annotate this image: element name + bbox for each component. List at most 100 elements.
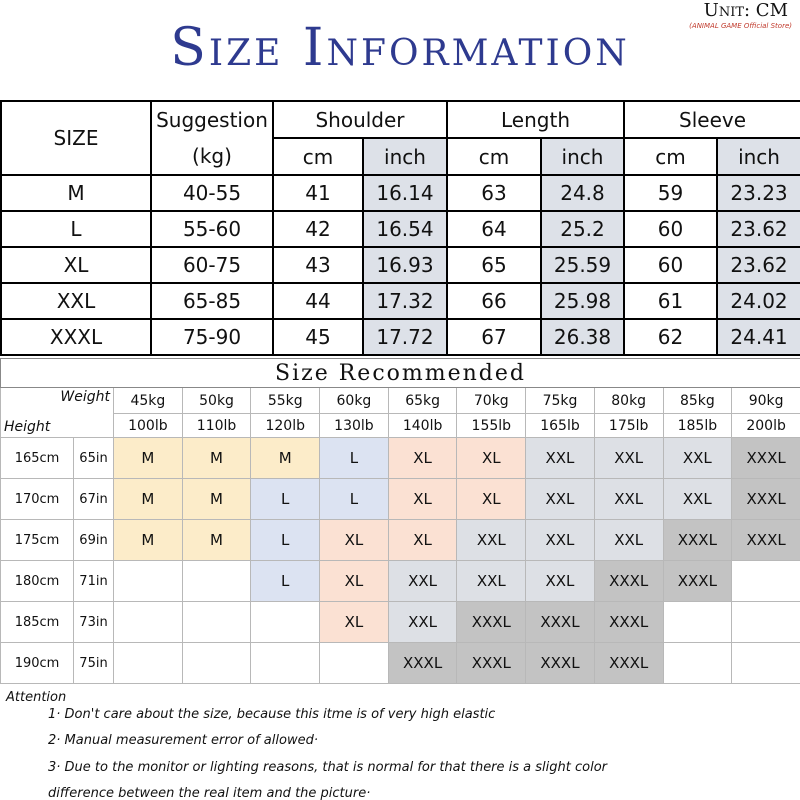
size-cell: 60-75 xyxy=(150,246,274,284)
size-cell: L xyxy=(319,437,389,479)
height-in: 69in xyxy=(73,519,114,561)
height-label: Height xyxy=(4,419,51,435)
size-cell: XXL xyxy=(593,437,664,479)
attention-note: 3· Due to the monitor or lighting reason… xyxy=(48,760,608,800)
group-header: Shoulder xyxy=(272,100,448,139)
size-cell: XXXL xyxy=(662,560,733,602)
weight-lb: 120lb xyxy=(250,413,321,438)
size-cell: XL xyxy=(0,246,152,284)
size-cell: XXL xyxy=(0,282,152,320)
weight-lb-row: 100lb 110lb 120lb 130lb 140lb 155lb 165lb 175lb… xyxy=(1,413,800,438)
size-cell: L xyxy=(250,478,321,520)
weight-lb: 110lb xyxy=(181,413,252,438)
size-cell: XXL xyxy=(456,519,527,561)
height-cm: 185cm xyxy=(0,601,74,643)
empty-cell xyxy=(113,601,183,643)
size-cell: 24.41 xyxy=(716,318,800,356)
unit-header: cm xyxy=(623,137,719,176)
store-name: (ANIMAL GAME Official Store) xyxy=(689,22,792,30)
size-cell: XXXL xyxy=(593,642,664,684)
size-cell: 17.32 xyxy=(362,282,448,320)
size-cell: 41 xyxy=(272,174,364,212)
height-in: 67in xyxy=(73,478,114,520)
weight-kg: 60kg xyxy=(319,387,389,414)
height-row: 180cm 71in L XL XXL XXL XXL XXXL XXXL xyxy=(0,560,800,602)
height-cm: 175cm xyxy=(0,519,74,561)
attention-title: Attention xyxy=(6,690,67,705)
attention-note: 1· Don't care about the size, because th… xyxy=(48,707,496,722)
size-cell: XXXL xyxy=(731,519,800,561)
size-cell: 75-90 xyxy=(150,318,274,356)
size-cell: L xyxy=(250,560,321,602)
size-cell: XXXL xyxy=(387,642,458,684)
size-cell: 16.14 xyxy=(362,174,448,212)
size-cell: 63 xyxy=(446,174,542,212)
weight-kg: 70kg xyxy=(456,387,527,414)
size-cell: M xyxy=(113,519,183,561)
size-row: XXXL 75-90 45 17.72 67 26.38 62 24.41 xyxy=(0,318,800,356)
size-cell: 23.23 xyxy=(716,174,800,212)
empty-cell xyxy=(181,560,252,602)
height-row: 165cm 65in M M M L XL XL XXL XXL XXL XXXL xyxy=(0,437,800,479)
size-cell: 24.02 xyxy=(716,282,800,320)
size-cell: XL xyxy=(319,601,389,643)
weight-lb: 155lb xyxy=(456,413,527,438)
size-cell: XXL xyxy=(525,437,595,479)
size-header: SIZE xyxy=(0,100,152,176)
size-cell: 24.8 xyxy=(539,174,626,212)
size-row: L 55-60 42 16.54 64 25.2 60 23.62 xyxy=(0,210,800,248)
height-in: 71in xyxy=(73,560,114,602)
weight-lb: 130lb xyxy=(319,413,389,438)
size-cell: XXXL xyxy=(525,642,595,684)
size-cell: 60 xyxy=(623,246,719,284)
empty-cell xyxy=(319,642,389,684)
weight-kg: 50kg xyxy=(181,387,252,414)
size-cell: XXL xyxy=(456,560,527,602)
size-cell: 66 xyxy=(446,282,542,320)
suggestion-header: Suggestion (kg) xyxy=(150,100,274,176)
size-cell: M xyxy=(181,478,252,520)
size-cell: M xyxy=(181,437,252,479)
size-cell: XL xyxy=(456,478,527,520)
height-row: 190cm 75in XXXL XXXL XXXL XXXL xyxy=(0,642,800,684)
empty-cell xyxy=(731,642,800,684)
size-cell: XXXL xyxy=(593,560,664,602)
title: Size Information xyxy=(170,18,630,78)
size-cell: 40-55 xyxy=(150,174,274,212)
size-cell: 60 xyxy=(623,210,719,248)
size-cell: XXL xyxy=(387,601,458,643)
unit-header: cm xyxy=(272,137,364,176)
weight-lb: 140lb xyxy=(387,413,458,438)
size-cell: 44 xyxy=(272,282,364,320)
size-cell: M xyxy=(113,478,183,520)
size-cell: M xyxy=(113,437,183,479)
size-cell: 65 xyxy=(446,246,542,284)
weight-kg: 55kg xyxy=(250,387,321,414)
size-cell: XXXL xyxy=(456,642,527,684)
weight-lb: 185lb xyxy=(662,413,733,438)
size-cell: 65-85 xyxy=(150,282,274,320)
height-row: 175cm 69in M M L XL XL XXL XXL XXL XXXL XXXL xyxy=(0,519,800,561)
attention-note: 2· Manual measurement error of allowed· xyxy=(48,733,318,748)
size-cell: L xyxy=(250,519,321,561)
empty-cell xyxy=(250,642,321,684)
size-cell: XL xyxy=(319,519,389,561)
size-table: SIZE Suggestion (kg) Shoulder Length Sleeve cm… xyxy=(0,100,800,356)
size-cell: 59 xyxy=(623,174,719,212)
size-cell: M xyxy=(250,437,321,479)
empty-cell xyxy=(181,601,252,643)
size-cell: XXXL xyxy=(456,601,527,643)
empty-cell xyxy=(731,560,800,602)
size-cell: XL xyxy=(456,437,527,479)
size-cell: 23.62 xyxy=(716,210,800,248)
unit-header: inch xyxy=(539,137,626,176)
size-cell: 43 xyxy=(272,246,364,284)
recommend-title: Size Recommended xyxy=(0,358,800,388)
empty-cell xyxy=(113,560,183,602)
size-cell: XXL xyxy=(662,478,733,520)
size-cell: XXXL xyxy=(662,519,733,561)
unit-row: cm inch cm inch cm inch xyxy=(1,137,800,176)
height-row: 185cm 73in XL XXL XXXL XXXL XXXL xyxy=(0,601,800,643)
weight-lb: 200lb xyxy=(731,413,800,438)
size-cell: 42 xyxy=(272,210,364,248)
